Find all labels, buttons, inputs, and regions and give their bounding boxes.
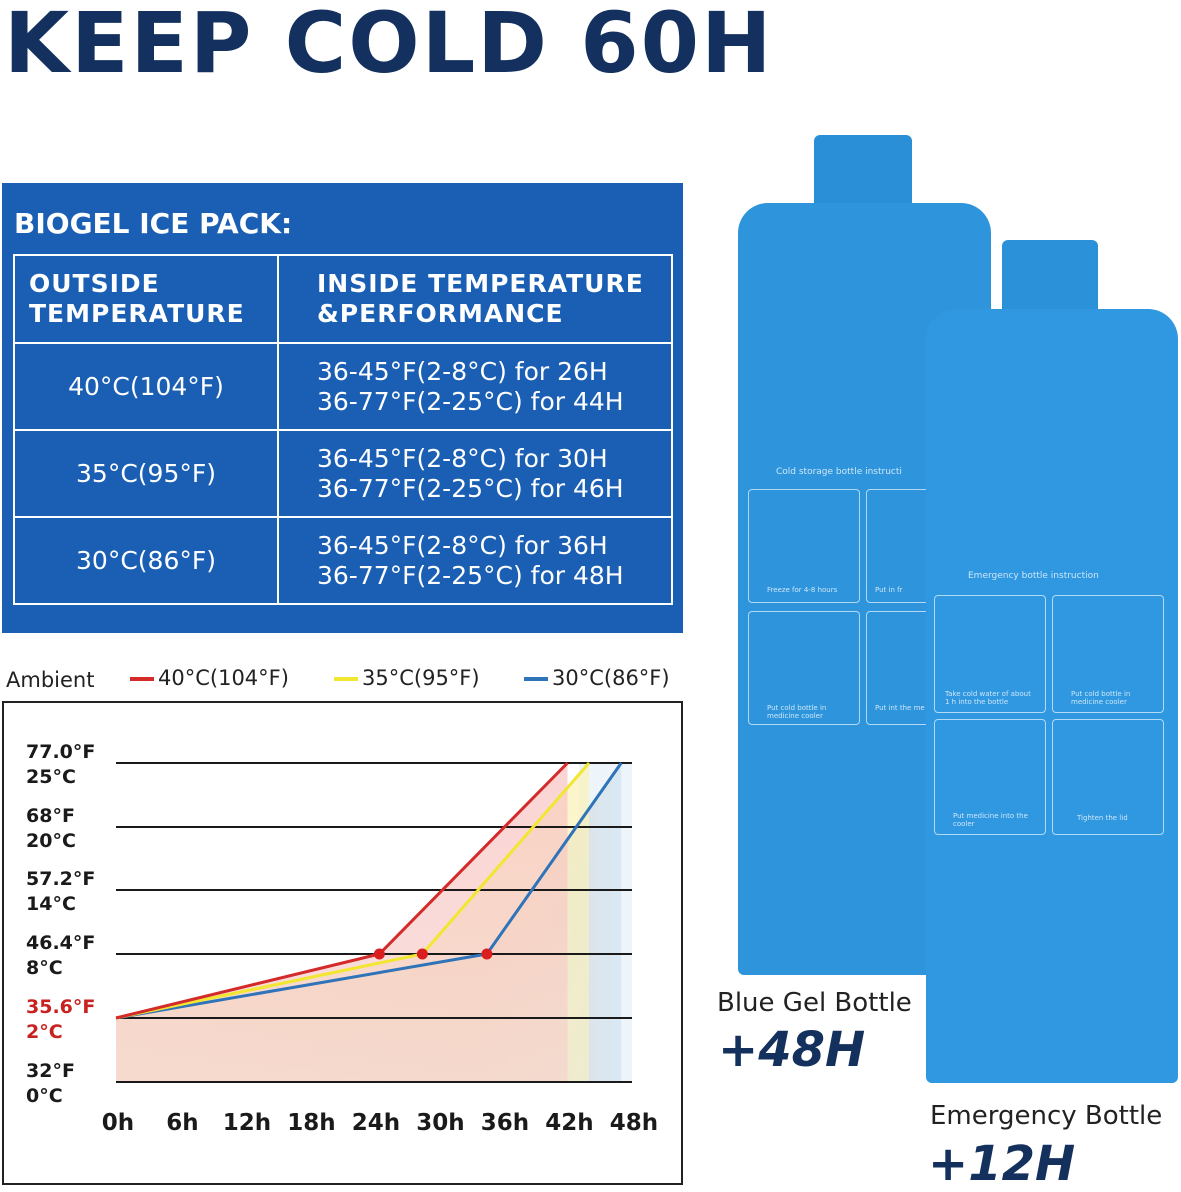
emergency-instruction-step-3: Put medicine into the cooler — [934, 719, 1046, 835]
y-tick-label-f: 35.6°F — [26, 996, 95, 1018]
row-outside-value: 40°C(104°F) — [68, 371, 224, 401]
chart-svg: 32°F 0°C 35.6°F 2°C 46.4°F 8°C 57.2°F 14°C 68°F 2… — [26, 741, 658, 1136]
blue-instruction-step-3: Put cold bottle in medicine cooler — [748, 611, 860, 725]
blue-bottle-instruction-title: Cold storage bottle instructi — [776, 467, 902, 477]
row-outside-temp: 35°C(95°F) — [13, 429, 279, 518]
step-caption: Tighten the lid — [1077, 814, 1128, 822]
blue-bottle-name: Blue Gel Bottle — [717, 988, 912, 1018]
blue-bottle-cap — [814, 135, 912, 207]
y-tick-label-f: 32°F — [26, 1060, 75, 1082]
row-inside-line: 36-77°F(2-25°C) for 48H — [317, 560, 624, 590]
emergency-instruction-step-4: Tighten the lid — [1052, 719, 1164, 835]
row-inside-perf: 36-45°F(2-8°C) for 36H 36-77°F(2-25°C) f… — [277, 516, 673, 605]
y-tick-label-c: 25°C — [26, 766, 76, 788]
step-caption: Put cold bottle in medicine cooler — [1071, 690, 1131, 706]
blue-bottle-extra-hours: +48H — [718, 1022, 866, 1078]
temperature-chart: 32°F 0°C 35.6°F 2°C 46.4°F 8°C 57.2°F 14°C 68°F 2… — [2, 701, 683, 1185]
row-inside-line: 36-45°F(2-8°C) for 30H — [317, 443, 608, 473]
header-outside: OUTSIDE TEMPERATURE — [13, 254, 279, 344]
legend-ambient-label: Ambient — [6, 668, 95, 692]
emergency-bottle-instruction-title: Emergency bottle instruction — [968, 571, 1099, 581]
header-inside-line2: &PERFORMANCE — [317, 299, 564, 328]
panel-title: BIOGEL ICE PACK: — [14, 207, 293, 240]
y-tick-label-f: 77.0°F — [26, 741, 95, 763]
performance-table: OUTSIDE TEMPERATURE INSIDE TEMPERATURE &… — [13, 254, 673, 605]
x-tick-label: 42h — [545, 1110, 593, 1136]
legend-swatch-blue — [524, 677, 548, 681]
emergency-bottle-cap — [1002, 240, 1098, 312]
x-tick-label: 36h — [481, 1110, 529, 1136]
y-tick-label-c: 0°C — [26, 1085, 63, 1107]
row-inside-line: 36-77°F(2-25°C) for 44H — [317, 386, 624, 416]
table-row: 30°C(86°F) 36-45°F(2-8°C) for 36H 36-77°… — [13, 516, 673, 605]
x-tick-label: 6h — [166, 1110, 198, 1136]
chart-legend: Ambient 40°C(104°F) 35°C(95°F) 30°C(86°F… — [0, 660, 690, 696]
row-outside-temp: 40°C(104°F) — [13, 342, 279, 431]
table-row: 35°C(95°F) 36-45°F(2-8°C) for 30H 36-77°… — [13, 429, 673, 518]
header-outside-line2: TEMPERATURE — [29, 299, 245, 328]
emergency-bottle-body: Emergency bottle instruction Take cold w… — [926, 309, 1178, 1083]
row-inside-perf: 36-45°F(2-8°C) for 30H 36-77°F(2-25°C) f… — [277, 429, 673, 518]
legend-item-35c: 35°C(95°F) — [334, 666, 480, 690]
table-header-row: OUTSIDE TEMPERATURE INSIDE TEMPERATURE &… — [13, 254, 673, 344]
row-inside-line: 36-45°F(2-8°C) for 36H — [317, 530, 608, 560]
emergency-instruction-step-1: Take cold water of about 1 h into the bo… — [934, 595, 1046, 713]
row-outside-temp: 30°C(86°F) — [13, 516, 279, 605]
series-marker-0 — [373, 948, 385, 960]
emergency-bottle-extra-hours: +12H — [928, 1136, 1076, 1192]
table-row: 40°C(104°F) 36-45°F(2-8°C) for 26H 36-77… — [13, 342, 673, 431]
legend-label: 30°C(86°F) — [552, 666, 670, 690]
x-tick-label: 48h — [610, 1110, 658, 1136]
x-tick-label: 18h — [287, 1110, 335, 1136]
y-tick-label-f: 57.2°F — [26, 868, 95, 890]
y-tick-label-c: 14°C — [26, 893, 76, 915]
header-inside: INSIDE TEMPERATURE &PERFORMANCE — [277, 254, 673, 344]
legend-label: 40°C(104°F) — [158, 666, 289, 690]
y-tick-label-c: 20°C — [26, 830, 76, 852]
emergency-bottle-name: Emergency Bottle — [930, 1101, 1163, 1131]
step-caption: Put in fr — [875, 586, 903, 594]
blue-instruction-step-1: Freeze for 4-8 hours — [748, 489, 860, 603]
legend-swatch-yellow — [334, 677, 358, 681]
step-caption: Take cold water of about 1 h into the bo… — [945, 690, 1031, 706]
row-inside-perf: 36-45°F(2-8°C) for 26H 36-77°F(2-25°C) f… — [277, 342, 673, 431]
series-marker-2 — [481, 948, 493, 960]
headline: KEEP COLD 60H — [4, 0, 774, 92]
emergency-instruction-step-2: Put cold bottle in medicine cooler — [1052, 595, 1164, 713]
y-tick-label-f: 68°F — [26, 805, 75, 827]
row-inside-line: 36-77°F(2-25°C) for 46H — [317, 473, 624, 503]
row-inside-line: 36-45°F(2-8°C) for 26H — [317, 356, 608, 386]
row-outside-value: 30°C(86°F) — [76, 545, 216, 575]
y-tick-label-c: 8°C — [26, 957, 63, 979]
biogel-info-panel: BIOGEL ICE PACK: OUTSIDE TEMPERATURE INS… — [2, 183, 683, 633]
x-tick-label: 12h — [223, 1110, 271, 1136]
x-tick-label: 30h — [416, 1110, 464, 1136]
step-caption: Freeze for 4-8 hours — [767, 586, 838, 594]
legend-item-30c: 30°C(86°F) — [524, 666, 670, 690]
series-marker-1 — [416, 948, 428, 960]
series-area-0 — [116, 763, 568, 1082]
legend-item-40c: 40°C(104°F) — [130, 666, 289, 690]
header-outside-line1: OUTSIDE — [29, 269, 160, 298]
step-caption: Put int the me — [875, 704, 925, 712]
x-tick-label: 24h — [352, 1110, 400, 1136]
y-tick-label-c: 2°C — [26, 1021, 63, 1043]
header-inside-line1: INSIDE TEMPERATURE — [317, 269, 644, 298]
legend-swatch-red — [130, 677, 154, 681]
legend-label: 35°C(95°F) — [362, 666, 480, 690]
step-caption: Put cold bottle in medicine cooler — [767, 704, 827, 720]
step-caption: Put medicine into the cooler — [953, 812, 1028, 828]
row-outside-value: 35°C(95°F) — [76, 458, 216, 488]
y-tick-label-f: 46.4°F — [26, 932, 95, 954]
x-tick-label: 0h — [102, 1110, 134, 1136]
